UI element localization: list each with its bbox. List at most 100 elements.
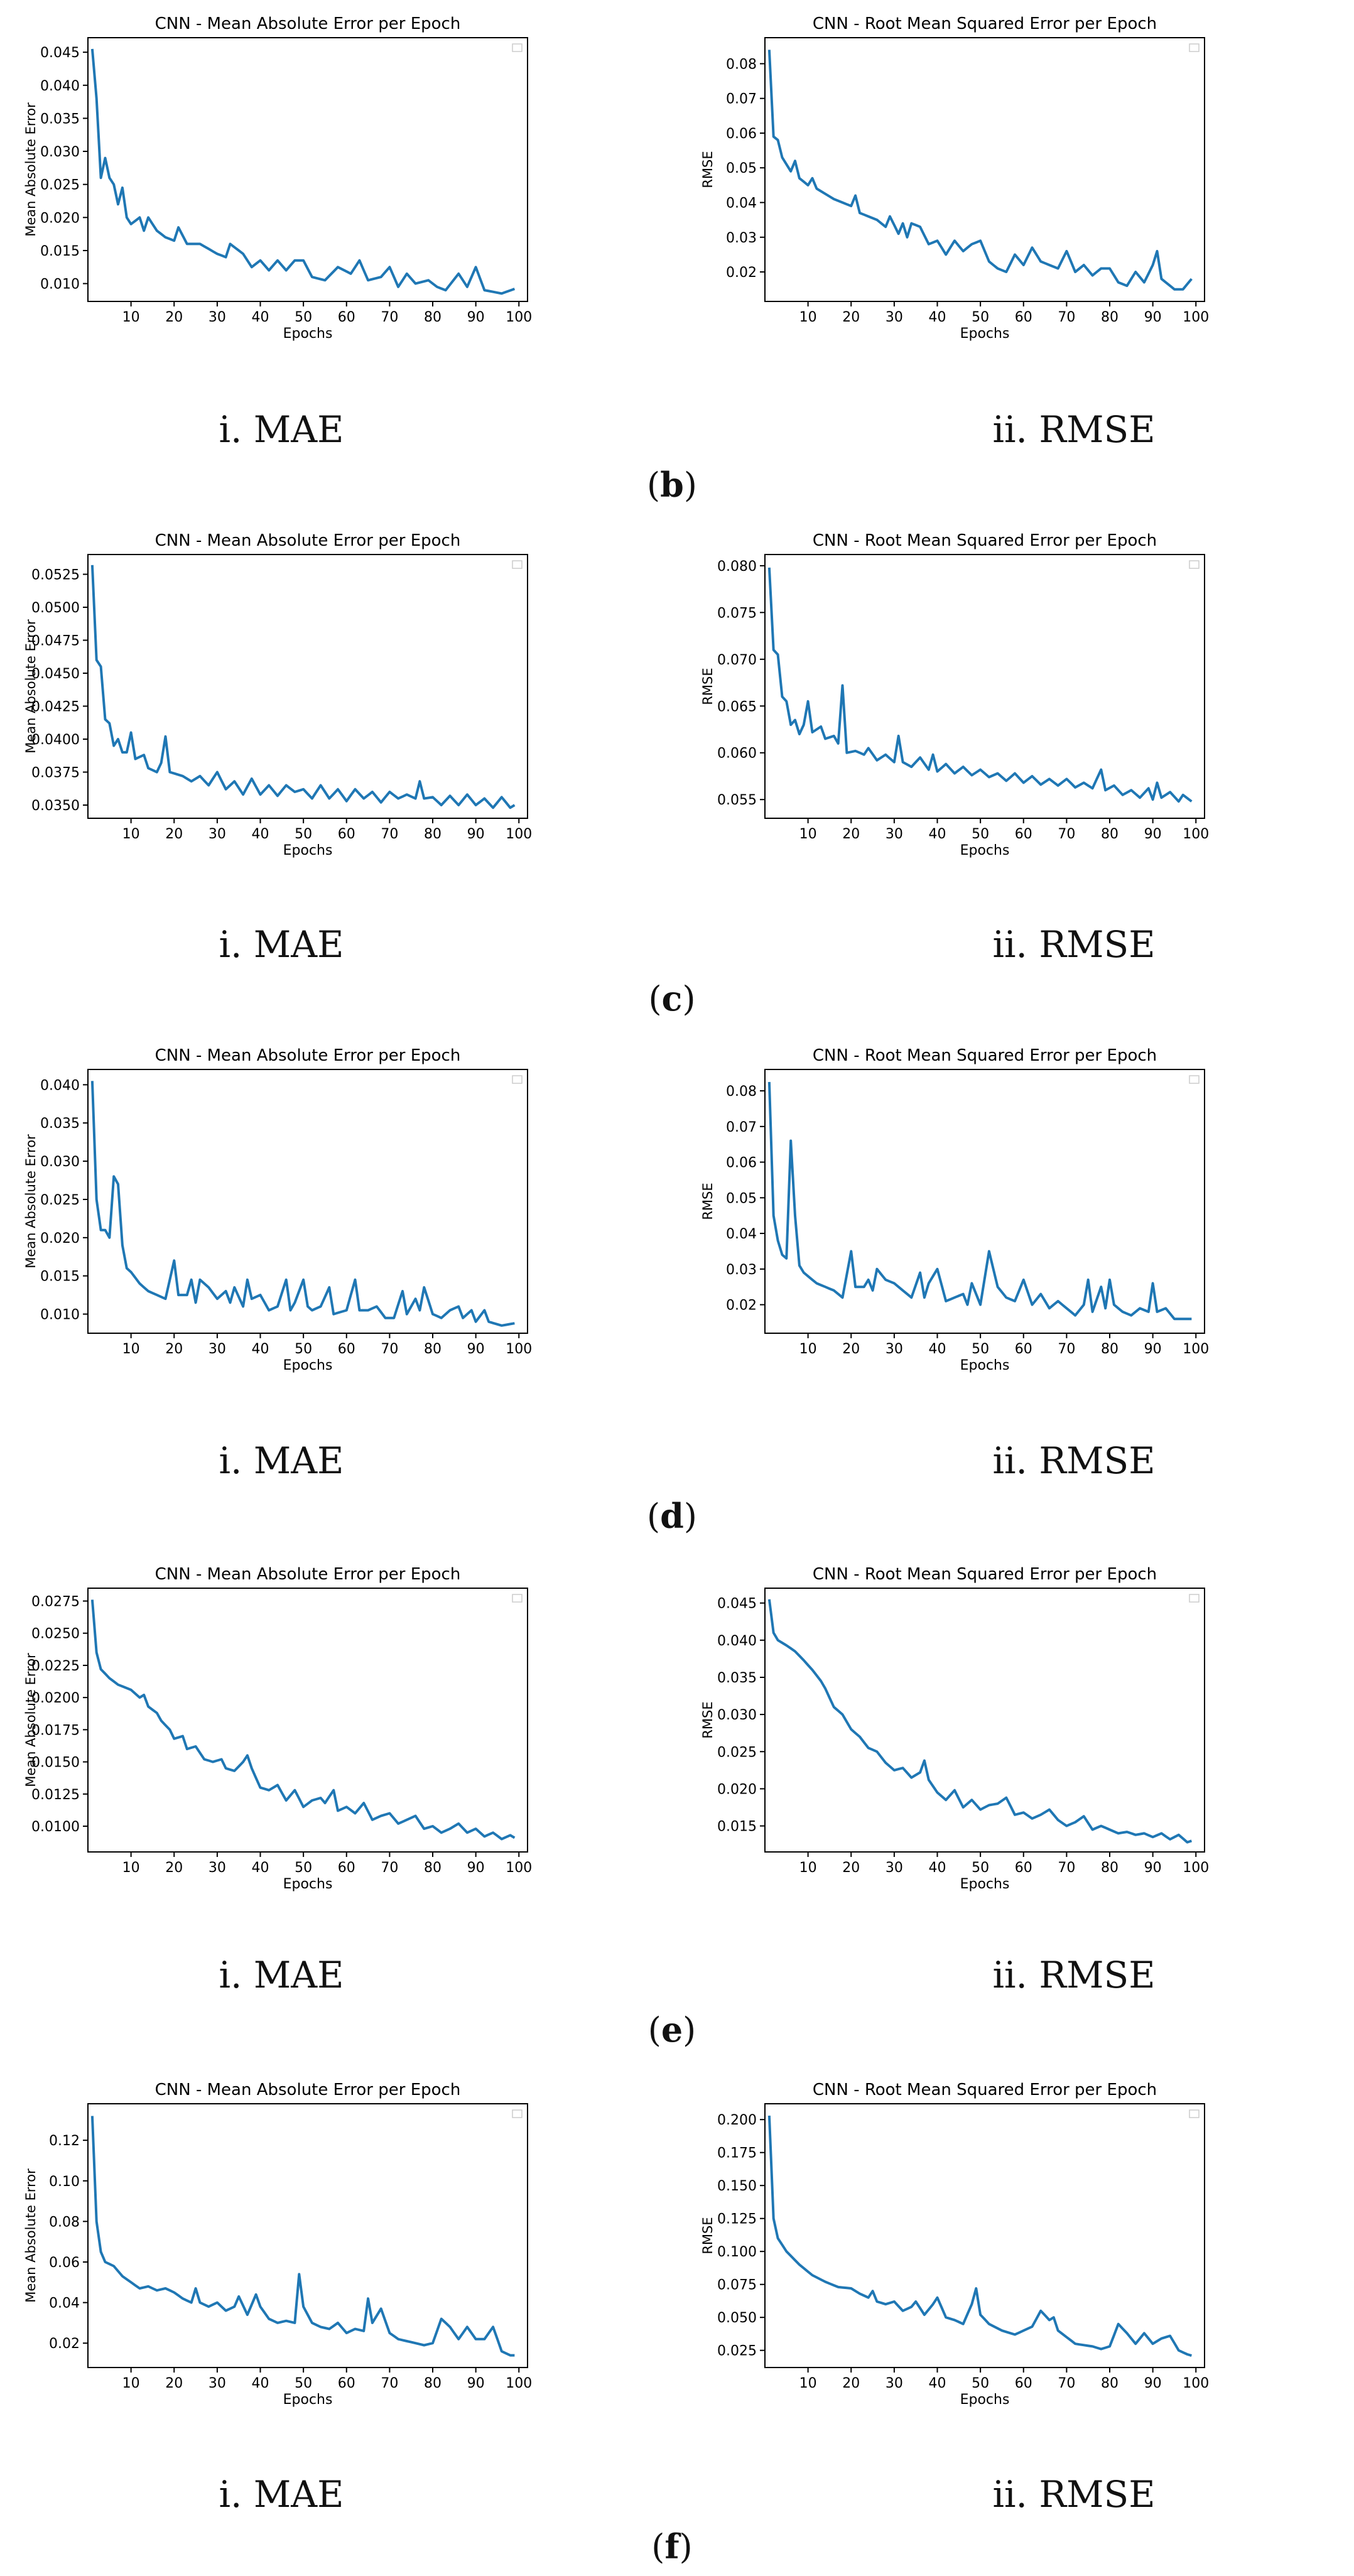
x-tick-label: 30: [886, 310, 903, 325]
chart-f-mae: CNN - Mean Absolute Error per Epoch 10 20 3…: [23, 2081, 532, 2408]
data-line: [767, 2115, 1192, 2357]
y-tick-label: 0.060: [717, 746, 757, 762]
caption-d-rmse: ii. RMSE: [992, 1439, 1156, 1482]
x-tick-label: 20: [165, 2376, 183, 2391]
data-line: [767, 1599, 1193, 1844]
x-tick-label: 40: [252, 2376, 269, 2391]
x-tick-label: 60: [338, 1341, 355, 1357]
y-tick-label: 0.04: [726, 1226, 757, 1242]
group-label-d: (d): [647, 1496, 697, 1536]
y-tick-label: 0.05: [726, 1191, 757, 1206]
x-tick-label: 10: [122, 2376, 140, 2391]
y-tick-label: 0.0525: [31, 568, 80, 583]
y-tick-label: 0.03: [726, 1262, 757, 1278]
x-tick-label: 40: [929, 2376, 946, 2391]
chart-title: CNN - Root Mean Squared Error per Epoch: [813, 1046, 1157, 1065]
y-tick-label: 0.04: [726, 196, 757, 212]
y-tick-label: 0.0250: [31, 1626, 80, 1642]
x-tick-label: 100: [506, 2376, 532, 2391]
x-tick-label: 90: [1144, 1341, 1162, 1357]
x-tick-label: 30: [886, 1860, 903, 1876]
x-tick-label: 30: [209, 310, 226, 325]
legend-box: [1189, 2109, 1200, 2118]
y-tick-label: 0.040: [40, 1078, 80, 1093]
x-tick-label: 90: [467, 826, 485, 842]
x-tick-label: 90: [467, 2376, 485, 2391]
y-axis-label: RMSE: [700, 668, 715, 705]
y-tick-label: 0.0200: [31, 1691, 80, 1706]
plot-frame: [764, 1588, 1205, 1853]
y-tick-label: 0.12: [49, 2133, 80, 2149]
y-tick-label: 0.06: [726, 1155, 757, 1171]
x-tick-label: 100: [506, 1860, 532, 1876]
caption-c-rmse: ii. RMSE: [992, 923, 1156, 966]
x-tick-label: 90: [1144, 826, 1162, 842]
x-tick-label: 10: [799, 826, 817, 842]
y-tick-label: 0.010: [40, 1307, 80, 1323]
x-tick-label: 70: [381, 1341, 398, 1357]
y-tick-label: 0.06: [726, 126, 757, 142]
y-tick-label: 0.0425: [31, 700, 80, 715]
chart-b-mae: CNN - Mean Absolute Error per Epoch 10 20 3…: [23, 14, 532, 342]
x-tick-label: 100: [1183, 310, 1209, 325]
x-tick-label: 100: [1183, 2376, 1209, 2391]
caption-b-rmse: ii. RMSE: [992, 408, 1156, 451]
plot-frame: [87, 554, 528, 819]
x-tick-label: 30: [886, 2376, 903, 2391]
y-tick-label: 0.075: [717, 605, 757, 621]
legend-box: [512, 560, 523, 569]
chart-f-rmse: CNN - Root Mean Squared Error per Epoch 1…: [700, 2081, 1209, 2408]
x-tick-label: 10: [122, 1860, 140, 1876]
chart-d-mae: CNN - Mean Absolute Error per Epoch 10 20 3…: [23, 1046, 532, 1373]
x-tick-label: 20: [165, 826, 183, 842]
y-tick-label: 0.025: [40, 178, 80, 193]
x-tick-label: 40: [929, 826, 946, 842]
y-tick-label: 0.0225: [31, 1659, 80, 1674]
x-axis-label: Epochs: [283, 2392, 333, 2408]
chart-title: CNN - Mean Absolute Error per Epoch: [155, 14, 461, 33]
x-tick-label: 90: [1144, 1860, 1162, 1876]
y-tick-label: 0.010: [40, 277, 80, 293]
y-tick-label: 0.070: [717, 652, 757, 668]
y-tick-label: 0.015: [717, 1819, 757, 1835]
x-tick-label: 70: [381, 310, 398, 325]
x-tick-label: 60: [338, 310, 355, 325]
y-tick-label: 0.015: [40, 244, 80, 259]
x-tick-label: 100: [506, 826, 532, 842]
x-tick-label: 50: [295, 1341, 312, 1357]
y-tick-label: 0.065: [717, 699, 757, 715]
y-tick-label: 0.0275: [31, 1594, 80, 1610]
y-tick-label: 0.10: [49, 2174, 80, 2190]
x-tick-label: 80: [1101, 1860, 1118, 1876]
x-tick-label: 80: [424, 1341, 441, 1357]
y-tick-label: 0.125: [717, 2212, 757, 2227]
y-axis-label: Mean Absolute Error: [23, 1653, 38, 1787]
y-tick-label: 0.07: [726, 92, 757, 107]
caption-f-mae: i. MAE: [219, 2473, 344, 2516]
data-line: [90, 565, 516, 809]
x-tick-label: 40: [252, 826, 269, 842]
y-tick-label: 0.035: [40, 111, 80, 127]
caption-d-mae: i. MAE: [219, 1439, 344, 1482]
x-tick-label: 100: [506, 310, 532, 325]
y-tick-label: 0.020: [40, 1231, 80, 1247]
x-tick-label: 60: [1015, 2376, 1032, 2391]
y-tick-label: 0.080: [717, 559, 757, 575]
x-axis-label: Epochs: [283, 843, 333, 858]
y-tick-label: 0.035: [717, 1670, 757, 1686]
legend-box: [512, 43, 523, 52]
data-line: [90, 1599, 516, 1841]
y-tick-label: 0.055: [717, 793, 757, 808]
x-tick-label: 40: [929, 1860, 946, 1876]
y-tick-label: 0.0175: [31, 1723, 80, 1738]
x-tick-label: 40: [252, 1341, 269, 1357]
caption-b-mae: i. MAE: [219, 408, 344, 451]
chart-d-rmse: CNN - Root Mean Squared Error per Epoch 1…: [700, 1046, 1209, 1373]
x-tick-label: 50: [295, 1860, 312, 1876]
x-tick-label: 10: [122, 1341, 140, 1357]
x-tick-label: 40: [252, 310, 269, 325]
plot-frame: [87, 37, 528, 302]
y-tick-label: 0.075: [717, 2278, 757, 2293]
x-tick-label: 70: [1058, 2376, 1075, 2391]
x-tick-label: 60: [1015, 1341, 1032, 1357]
